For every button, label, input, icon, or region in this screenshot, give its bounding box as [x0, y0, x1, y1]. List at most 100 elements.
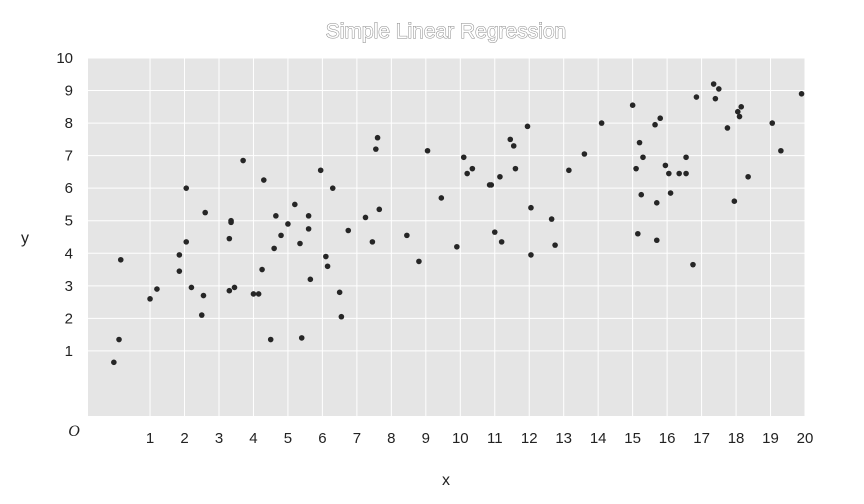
- data-point: [736, 113, 743, 120]
- x-tick-label: 11: [487, 430, 503, 447]
- data-point: [255, 291, 262, 297]
- data-point: [226, 235, 233, 242]
- data-point: [676, 170, 682, 177]
- data-point: [116, 336, 122, 343]
- data-point: [488, 182, 495, 188]
- data-point: [566, 167, 572, 174]
- data-point: [652, 121, 658, 128]
- x-tick-label: 5: [284, 430, 292, 447]
- data-point: [338, 313, 345, 320]
- data-point: [369, 239, 376, 245]
- x-tick-label: 10: [452, 430, 469, 447]
- data-point: [690, 261, 696, 268]
- data-point: [653, 200, 660, 206]
- data-point: [454, 243, 460, 250]
- data-point: [581, 151, 588, 157]
- data-point: [292, 201, 298, 208]
- data-point: [778, 147, 784, 154]
- y-tick-label: 1: [65, 343, 73, 360]
- data-point: [798, 91, 805, 97]
- plot-area: [88, 58, 805, 416]
- data-point: [716, 86, 722, 92]
- data-point: [635, 230, 641, 237]
- data-point: [769, 120, 776, 126]
- data-point: [638, 191, 645, 198]
- data-point: [111, 359, 117, 366]
- x-tick-label: 6: [318, 430, 326, 447]
- y-tick-label: 10: [56, 50, 73, 67]
- x-tick-label: 15: [624, 430, 641, 447]
- data-point: [683, 170, 689, 177]
- y-axis-ticks: 1 2 3 4 5 6 7 8 9 10: [56, 50, 73, 360]
- data-point: [305, 226, 312, 232]
- data-point: [305, 213, 312, 219]
- data-points: [111, 81, 805, 366]
- data-point: [666, 170, 672, 177]
- y-tick-label: 6: [65, 180, 73, 197]
- data-point: [416, 258, 422, 265]
- y-tick-label: 5: [65, 213, 73, 230]
- x-tick-label: 18: [728, 430, 745, 447]
- origin-label: O: [68, 423, 80, 440]
- data-point: [712, 95, 719, 102]
- data-point: [176, 268, 183, 274]
- data-point: [464, 170, 470, 177]
- y-tick-label: 2: [65, 310, 73, 327]
- x-tick-label: 16: [659, 430, 676, 447]
- data-point: [636, 139, 643, 146]
- x-axis-ticks: 1 2 3 4 5 6 7 8 9 10 11 12 13 14 15 16 17 18 19 20: [146, 430, 813, 447]
- data-point: [629, 102, 636, 108]
- grid-lines: [88, 57, 806, 416]
- data-point: [297, 240, 303, 247]
- data-point: [362, 214, 369, 221]
- x-tick-label: 20: [797, 430, 814, 447]
- x-tick-label: 13: [555, 430, 572, 447]
- data-point: [250, 291, 257, 297]
- data-point: [404, 232, 410, 239]
- data-point: [147, 296, 153, 302]
- x-tick-label: 17: [693, 430, 710, 447]
- chart-title: Simple Linear Regression: [326, 20, 566, 43]
- data-point: [154, 286, 160, 292]
- data-point: [460, 154, 467, 161]
- data-point: [497, 173, 503, 180]
- x-axis-label: x: [442, 472, 450, 489]
- data-point: [710, 81, 717, 87]
- data-point: [336, 289, 343, 296]
- data-point: [528, 204, 534, 211]
- x-tick-label: 4: [249, 430, 257, 447]
- data-point: [183, 185, 190, 191]
- data-point: [273, 213, 279, 219]
- data-point: [278, 232, 284, 239]
- data-point: [633, 165, 639, 172]
- data-point: [261, 177, 267, 183]
- data-point: [491, 229, 498, 235]
- data-point: [738, 104, 745, 110]
- data-point: [507, 136, 514, 143]
- x-tick-label: 8: [387, 430, 395, 447]
- data-point: [552, 242, 558, 248]
- data-point: [745, 173, 751, 180]
- data-point: [345, 227, 352, 234]
- x-tick-label: 2: [180, 430, 188, 447]
- data-point: [259, 266, 265, 273]
- data-point: [240, 157, 246, 164]
- data-point: [267, 336, 274, 343]
- data-point: [376, 206, 383, 213]
- data-point: [524, 123, 531, 130]
- data-point: [653, 237, 660, 244]
- data-point: [374, 134, 381, 141]
- data-point: [510, 143, 517, 149]
- data-point: [424, 147, 431, 154]
- x-tick-label: 3: [215, 430, 223, 447]
- data-point: [231, 284, 238, 291]
- data-point: [693, 94, 700, 100]
- data-point: [667, 190, 674, 196]
- data-point: [285, 221, 291, 227]
- data-point: [198, 312, 205, 318]
- data-point: [438, 195, 445, 201]
- data-point: [226, 287, 233, 294]
- data-point: [373, 146, 379, 152]
- data-point: [323, 253, 329, 260]
